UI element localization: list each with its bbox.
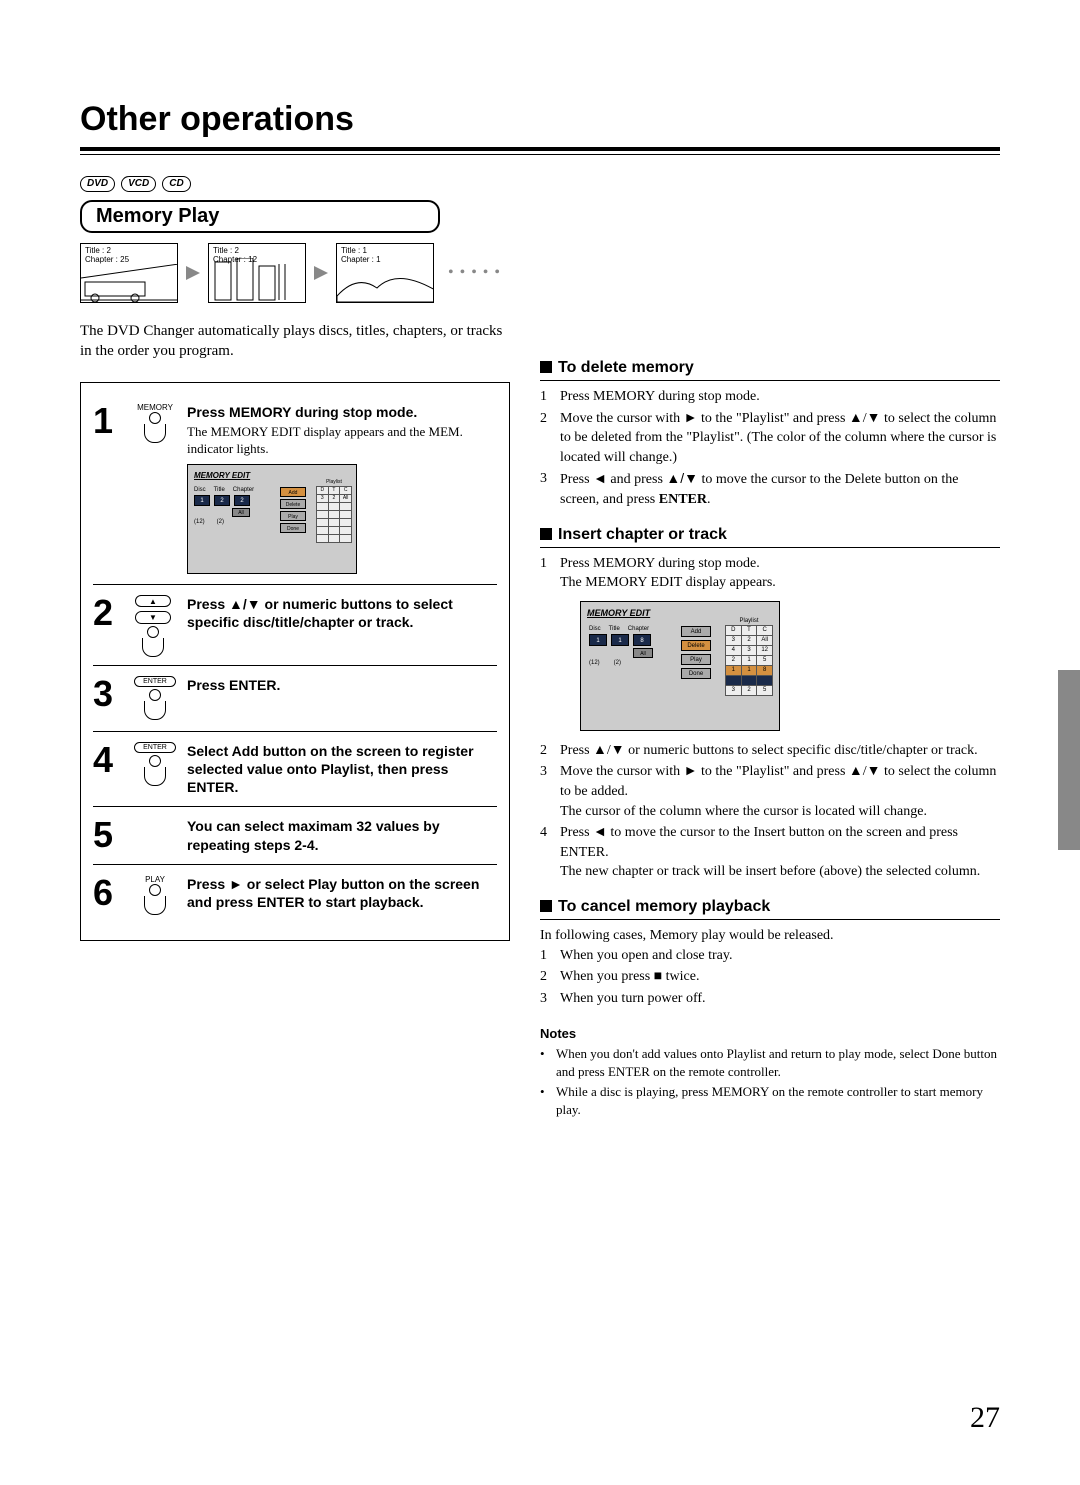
memory-edit-diagram-1: MEMORY EDIT Disc Title Chapter 1 2 2 All [187,464,357,574]
insert-chapter-list: 1Press MEMORY during stop mode.The MEMOR… [540,554,1000,593]
notes-heading: Notes [540,1026,1000,1041]
scene-3: Title : 1 Chapter : 1 [336,243,434,303]
section-heading: Memory Play [80,200,440,233]
insert-chapter-heading: Insert chapter or track [540,526,1000,548]
step-6: 6 PLAY Press ► or select Play button on … [93,865,497,926]
steps-box: 1 MEMORY Press MEMORY during stop mode. … [80,382,510,941]
memory-button-icon: MEMORY [133,403,177,444]
right-column: To delete memory 1Press MEMORY during st… [540,343,1000,1121]
step-3-heading: Press ENTER. [187,676,497,694]
step-4: 4 ENTER Select Add button on the screen … [93,732,497,808]
insert-chapter-list-cont: 2Press ▲/▼ or numeric buttons to select … [540,741,1000,882]
step-4-heading: Select Add button on the screen to regis… [187,742,497,797]
badge-cd: CD [162,176,190,192]
scene-row: Title : 2 Chapter : 25 Title : 2 Chapter… [80,243,1000,303]
step-1-heading: Press MEMORY during stop mode. [187,403,497,421]
step-1: 1 MEMORY Press MEMORY during stop mode. … [93,393,497,585]
side-tab [1058,670,1080,850]
intro-text: The DVD Changer automatically plays disc… [80,321,510,362]
cancel-heading: To cancel memory playback [540,898,1000,920]
badge-dvd: DVD [80,176,115,192]
delete-memory-heading: To delete memory [540,359,1000,381]
enter-button-icon: ENTER [133,676,177,721]
step-5-heading: You can select maximam 32 values by repe… [187,817,497,853]
step-2-heading: Press ▲/▼ or numeric buttons to select s… [187,595,497,631]
continuation-dots: ••••• [448,264,506,282]
page-title: Other operations [80,100,1000,139]
up-down-button-icon: ▲ ▼ [133,595,177,655]
scene-2: Title : 2 Chapter : 12 [208,243,306,303]
scene-1: Title : 2 Chapter : 25 [80,243,178,303]
step-3: 3 ENTER Press ENTER. [93,666,497,732]
badge-vcd: VCD [121,176,156,192]
notes-list: •When you don't add values onto Playlist… [540,1045,1000,1118]
page-number: 27 [970,1401,1000,1435]
play-button-icon: PLAY [133,875,177,916]
disc-badges: DVD VCD CD [80,173,1000,192]
step-6-heading: Press ► or select Play button on the scr… [187,875,497,911]
enter-button-icon: ENTER [133,742,177,787]
cancel-text: In following cases, Memory play would be… [540,926,1000,1008]
delete-memory-list: 1Press MEMORY during stop mode. 2Move th… [540,387,1000,510]
arrow-icon [186,266,200,280]
step-2: 2 ▲ ▼ Press ▲/▼ or numeric buttons to se… [93,585,497,666]
step-5: 5 You can select maximam 32 values by re… [93,807,497,864]
title-rule [80,147,1000,155]
memory-edit-diagram-2: MEMORY EDIT Disc Title Chapter 1 1 8 All… [580,601,780,731]
arrow-icon [314,266,328,280]
step-1-text: The MEMORY EDIT display appears and the … [187,423,497,458]
